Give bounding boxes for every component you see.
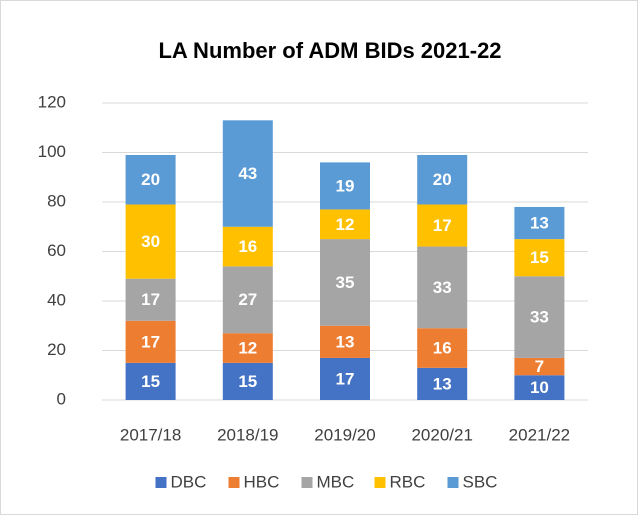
data-label: 27 xyxy=(238,290,257,309)
legend-label: MBC xyxy=(317,472,355,491)
bar-segment xyxy=(320,162,370,210)
bar-segment xyxy=(222,333,273,363)
legend-swatch xyxy=(447,477,459,488)
data-label: 33 xyxy=(433,278,452,297)
legend-swatch xyxy=(155,477,167,488)
bar-segment xyxy=(514,357,565,376)
data-label: 33 xyxy=(530,308,549,327)
data-label: 17 xyxy=(336,369,355,388)
y-tick-label: 60 xyxy=(47,241,66,260)
bar-segment xyxy=(222,120,273,227)
data-label: 15 xyxy=(141,372,160,391)
bar-segment xyxy=(417,154,468,205)
data-label: 16 xyxy=(238,237,257,256)
legend-swatch xyxy=(301,477,313,488)
y-tick-label: 20 xyxy=(47,340,66,359)
bar-segment xyxy=(417,367,468,400)
chart-title: LA Number of ADM BIDs 2021-22 xyxy=(158,38,501,63)
bar-segment xyxy=(222,266,273,334)
data-label: 12 xyxy=(238,339,257,358)
bar-segment xyxy=(125,154,176,205)
bar-segment xyxy=(514,276,565,358)
bar-segment xyxy=(125,204,176,279)
data-label: 13 xyxy=(530,214,549,233)
y-tick-label: 100 xyxy=(38,142,66,161)
y-tick-label: 120 xyxy=(38,92,66,111)
data-label: 35 xyxy=(336,273,355,292)
legend-label: RBC xyxy=(390,472,426,491)
y-tick-label: 80 xyxy=(47,191,66,210)
x-tick-label: 2017/18 xyxy=(120,425,181,444)
data-label: 13 xyxy=(336,332,355,351)
data-label: 17 xyxy=(141,332,160,351)
data-label: 17 xyxy=(433,216,452,235)
bar-segment xyxy=(514,206,565,240)
data-label: 17 xyxy=(141,290,160,309)
bar-segment xyxy=(320,209,370,240)
y-tick-label: 40 xyxy=(47,290,66,309)
data-label: 20 xyxy=(141,170,160,189)
data-label: 7 xyxy=(535,357,544,376)
bar-segment xyxy=(320,325,370,358)
bar-segment xyxy=(222,226,273,267)
x-tick-label: 2019/20 xyxy=(314,425,375,444)
bar-segment xyxy=(514,239,565,277)
legend-swatch xyxy=(374,477,386,488)
bar-segment xyxy=(514,375,565,400)
legend-label: HBC xyxy=(244,472,280,491)
y-tick-label: 0 xyxy=(57,389,66,408)
bar-segment xyxy=(417,328,468,368)
bar-segment xyxy=(125,362,176,400)
data-label: 15 xyxy=(530,248,549,267)
data-label: 12 xyxy=(336,215,355,234)
bar-segment xyxy=(222,362,273,400)
legend-label: DBC xyxy=(171,472,207,491)
data-label: 16 xyxy=(433,339,452,358)
data-label: 15 xyxy=(238,372,257,391)
data-label: 20 xyxy=(433,170,452,189)
bar-segment xyxy=(320,357,370,400)
legend-label: SBC xyxy=(463,472,498,491)
x-tick-label: 2020/21 xyxy=(411,425,472,444)
data-label: 30 xyxy=(141,232,160,251)
bar-segment xyxy=(125,320,176,363)
bar-segment xyxy=(417,204,468,247)
bar-segment xyxy=(417,246,468,329)
data-label: 10 xyxy=(530,378,549,397)
data-label: 13 xyxy=(433,374,452,393)
legend-swatch xyxy=(228,477,240,488)
x-tick-label: 2018/19 xyxy=(217,425,278,444)
bar-segment xyxy=(125,278,176,321)
data-label: 19 xyxy=(336,176,355,195)
x-tick-label: 2021/22 xyxy=(509,425,570,444)
data-label: 43 xyxy=(238,164,257,183)
bar-segment xyxy=(320,239,370,326)
